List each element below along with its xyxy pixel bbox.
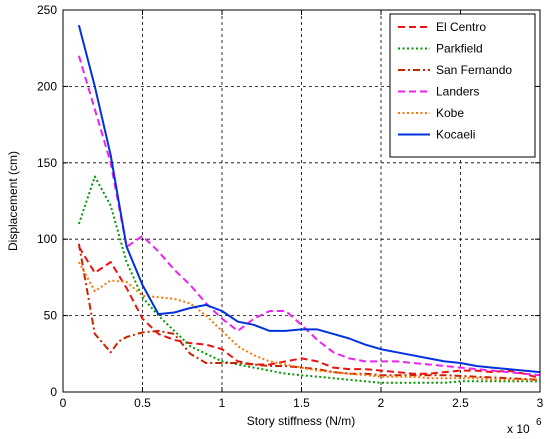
y-tick-label: 150 [37,156,57,170]
x-tick-label: 1.5 [293,396,310,410]
x-tick-label: 2 [378,396,385,410]
series-line-landers [77,55,541,377]
series-line-parkfield [77,175,540,384]
legend-label-parkfield: Parkfield [436,42,483,56]
x-axis-label: Story stiffness (N/m) [247,414,355,428]
series-line-kobe [78,261,540,381]
legend-box [389,13,536,158]
legend-label-san-fernando: San Fernando [436,63,512,77]
x-tick-label: 0.5 [134,396,151,410]
legend-label-kocaeli: Kocaeli [436,128,475,142]
x-tick-label: 2.5 [452,396,469,410]
x-axis: 0 0.5 1 1.5 2 2.5 3 [60,10,544,410]
y-tick-label: 0 [50,385,57,399]
y-tick-label: 50 [44,309,58,323]
legend-label-kobe: Kobe [436,106,464,120]
legend-label-landers: Landers [436,85,479,99]
x-tick-label: 1 [219,396,226,410]
legend-label-el-centro: El Centro [436,20,486,34]
y-axis: 0 50 100 150 200 250 [37,3,540,399]
y-tick-label: 100 [37,232,57,246]
grid [63,10,540,392]
x-exponent-label: x 10 [507,422,530,436]
x-exponent-power: 6 [536,417,542,428]
y-axis-label: Displacement (cm) [6,151,20,251]
series-line-kocaeli [77,25,541,374]
series-layer [77,25,541,384]
y-tick-label: 200 [37,79,57,93]
x-tick-label: 0 [60,396,67,410]
y-tick-label: 250 [37,3,57,17]
legend: El Centro Parkfield San Fernando Landers Kob… [389,13,536,158]
x-tick-label: 3 [537,396,544,410]
series-line-san-fernando [77,243,541,381]
